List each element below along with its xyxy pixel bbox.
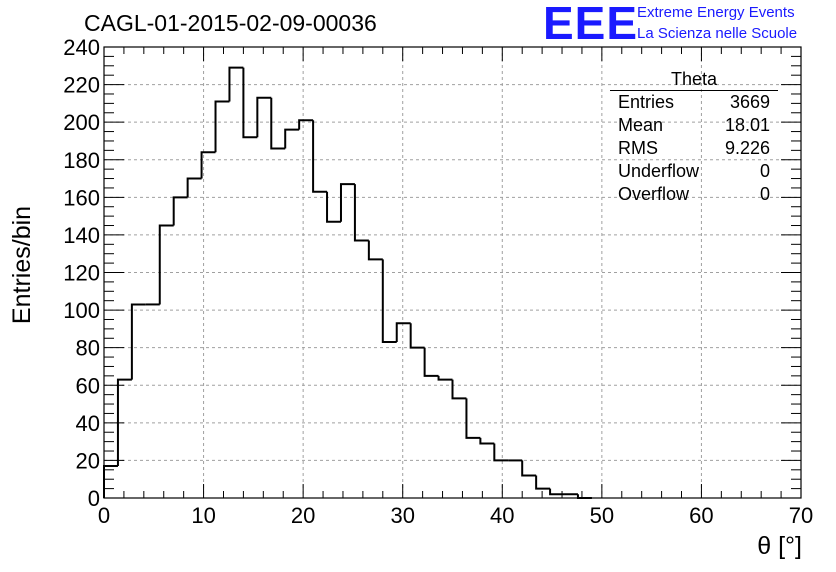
y-tick-label: 40	[76, 411, 100, 436]
y-tick-label: 140	[63, 223, 100, 248]
y-tick-label: 20	[76, 448, 100, 473]
stats-label: Overflow	[618, 184, 690, 204]
y-tick-label: 80	[76, 336, 100, 361]
y-tick-label: 180	[63, 148, 100, 173]
stats-row-rms: RMS 9.226	[610, 137, 778, 160]
x-tick-label: 10	[191, 503, 215, 528]
logo-line-1: Extreme Energy Events	[637, 4, 795, 21]
histogram-bin	[312, 120, 328, 193]
histogram-bin	[186, 177, 202, 198]
histogram-bin	[409, 323, 425, 349]
histogram-bin	[103, 465, 118, 498]
histogram-bin	[130, 303, 146, 380]
logo-line-2: La Scienza nelle Scuole	[637, 25, 798, 42]
histogram-bin	[367, 240, 383, 261]
histogram-bin	[339, 183, 355, 222]
chart-title: CAGL-01-2015-02-09-00036	[84, 10, 377, 36]
y-tick-label: 0	[88, 486, 100, 511]
stats-box: Theta Entries 3669 Mean 18.01 RMS 9.226 Underf…	[610, 68, 778, 206]
histogram-bin	[116, 378, 132, 467]
histogram-bin	[493, 443, 509, 462]
y-tick-label: 240	[63, 35, 100, 60]
histogram-bin	[395, 322, 411, 343]
histogram-bin	[535, 475, 551, 490]
y-tick-label: 100	[63, 298, 100, 323]
eee-logo: EEE	[543, 0, 639, 49]
histogram-bin	[214, 100, 230, 153]
histogram-bin	[200, 151, 216, 179]
stats-label: Underflow	[618, 161, 700, 181]
histogram-bin	[479, 437, 495, 445]
histogram-bin	[256, 96, 272, 138]
y-tick-label: 120	[63, 261, 100, 286]
y-axis-label: Entries/bin	[8, 205, 36, 325]
stats-row-entries: Entries 3669	[610, 91, 778, 114]
x-tick-label: 40	[490, 503, 514, 528]
stats-value: 0	[759, 161, 770, 181]
y-tick-label: 220	[63, 73, 100, 98]
histogram-bin	[423, 347, 439, 377]
histogram-bin	[326, 191, 341, 223]
x-axis-label: θ [°]	[757, 532, 802, 560]
histogram-bin	[549, 488, 565, 496]
stats-value: 0	[759, 184, 770, 204]
histogram-bin	[353, 184, 369, 242]
x-tick-label: 0	[98, 503, 110, 528]
histogram-bin	[381, 259, 397, 344]
stats-value: 3669	[729, 92, 770, 112]
histogram-bin	[465, 398, 481, 439]
stats-label: Entries	[618, 92, 675, 112]
stats-label: RMS	[618, 138, 658, 158]
histogram-bin	[172, 196, 188, 226]
histogram-bin	[451, 379, 467, 400]
histogram-bin	[298, 119, 314, 130]
y-tick-label: 60	[76, 373, 100, 398]
x-tick-label: 50	[590, 503, 614, 528]
stats-title: Theta	[610, 68, 778, 91]
stats-row-underflow: Underflow 0	[610, 160, 778, 183]
histogram-bin	[521, 460, 537, 477]
stats-label: Mean	[618, 115, 664, 135]
histogram-bin	[284, 128, 300, 149]
stats-value: 18.01	[724, 115, 770, 135]
histogram-bin	[228, 66, 244, 102]
histogram-bin	[437, 375, 453, 381]
histogram-bin	[242, 67, 258, 139]
x-tick-label: 20	[291, 503, 315, 528]
stats-value: 9.226	[724, 138, 770, 158]
x-tick-label: 30	[390, 503, 414, 528]
histogram-bin	[158, 224, 174, 305]
stats-rows: Entries 3669 Mean 18.01 RMS 9.226 Underflow 0 Ov…	[610, 91, 778, 206]
x-tick-label: 60	[689, 503, 713, 528]
histogram-bin	[270, 97, 286, 150]
y-tick-label: 160	[63, 185, 100, 210]
x-tick-label: 70	[789, 503, 813, 528]
stats-row-mean: Mean 18.01	[610, 114, 778, 137]
y-tick-label: 200	[63, 110, 100, 135]
histogram-bin	[576, 494, 592, 499]
stats-row-overflow: Overflow 0	[610, 183, 778, 206]
